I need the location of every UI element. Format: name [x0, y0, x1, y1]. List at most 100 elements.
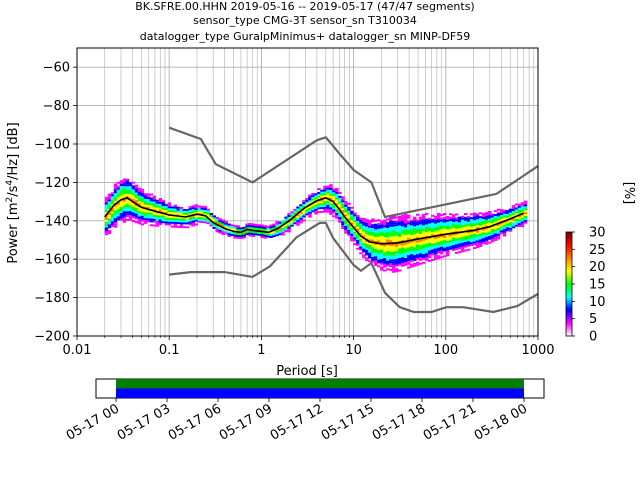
histogram-cell: [436, 218, 441, 221]
histogram-cell: [386, 258, 390, 261]
histogram-cell: [398, 217, 402, 220]
histogram-cell: [224, 230, 228, 233]
histogram-cell: [371, 237, 375, 240]
histogram-cell: [427, 242, 432, 245]
histogram-cell: [158, 215, 163, 218]
histogram-cell: [421, 215, 426, 218]
histogram-cell: [119, 187, 124, 190]
histogram-cell: [445, 225, 450, 228]
histogram-cell: [323, 191, 327, 194]
histogram-cell: [350, 237, 354, 240]
histogram-cell: [149, 197, 154, 200]
histogram-cell: [398, 225, 402, 228]
histogram-cell: [469, 221, 474, 223]
histogram-cell: [404, 223, 408, 226]
histogram-cell: [430, 241, 435, 244]
histogram-cell: [371, 251, 375, 254]
histogram-cell: [353, 224, 357, 226]
histogram-cell: [158, 219, 163, 222]
histogram-cell: [119, 191, 124, 194]
histogram-cell: [113, 200, 118, 203]
histogram-cell: [122, 188, 127, 191]
histogram-cell: [179, 220, 184, 223]
histogram-cell: [401, 226, 405, 229]
histogram-cell: [227, 231, 231, 234]
histogram-cell: [368, 220, 372, 222]
histogram-cell: [445, 231, 450, 234]
histogram-cell: [511, 226, 516, 229]
histogram-cell: [377, 248, 381, 250]
histogram-cell: [502, 215, 507, 218]
histogram-cell: [404, 236, 408, 239]
histogram-cell: [386, 245, 390, 248]
histogram-cell: [242, 226, 246, 229]
histogram-cell: [430, 226, 435, 229]
histogram-cell: [122, 184, 127, 187]
histogram-cell: [335, 214, 339, 217]
histogram-cell: [152, 197, 157, 200]
histogram-cell: [197, 205, 202, 208]
histogram-cell: [478, 235, 483, 238]
histogram-cell: [478, 231, 483, 234]
histogram-cell: [104, 198, 109, 201]
histogram-cell: [254, 225, 258, 228]
histogram-cell: [335, 189, 339, 192]
histogram-cell: [463, 238, 468, 240]
histogram-cell: [410, 229, 414, 232]
histogram-cell: [332, 209, 336, 212]
histogram-cell: [332, 203, 336, 206]
histogram-cell: [439, 242, 444, 245]
histogram-cell: [398, 252, 402, 255]
histogram-cell: [137, 218, 142, 221]
histogram-cell: [475, 213, 480, 216]
histogram-cell: [392, 243, 396, 246]
histogram-cell: [460, 227, 465, 230]
histogram-cell: [167, 219, 172, 222]
histogram-cell: [380, 224, 384, 227]
histogram-cell: [407, 253, 411, 256]
histogram-cell: [407, 257, 411, 259]
histogram-cell: [404, 259, 408, 262]
histogram-cell: [463, 222, 468, 225]
histogram-cell: [451, 248, 456, 251]
histogram-cell: [368, 250, 372, 253]
histogram-cell: [418, 232, 423, 234]
histogram-cell: [499, 216, 504, 219]
histogram-cell: [137, 222, 142, 225]
histogram-cell: [347, 229, 351, 232]
histogram-cell: [290, 215, 294, 218]
histogram-cell: [505, 223, 510, 226]
histogram-cell: [472, 222, 477, 225]
histogram-cell: [188, 223, 193, 226]
histogram-cell: [317, 201, 321, 204]
histogram-cell: [308, 196, 312, 199]
histogram-cell: [389, 261, 393, 264]
histogram-cell: [143, 195, 148, 197]
histogram-cell: [104, 206, 109, 209]
histogram-cell: [412, 228, 417, 231]
histogram-cell: [248, 232, 252, 235]
histogram-cell: [122, 213, 127, 215]
histogram-cell: [188, 219, 193, 222]
histogram-cell: [514, 209, 519, 212]
histogram-cell: [326, 195, 330, 198]
histogram-cell: [475, 232, 480, 235]
histogram-cell: [451, 225, 456, 228]
histogram-cell: [442, 232, 447, 235]
histogram-cell: [170, 210, 175, 213]
histogram-cell: [436, 222, 441, 225]
histogram-cell: [167, 202, 172, 205]
histogram-cell: [161, 217, 166, 220]
histogram-cell: [119, 203, 124, 206]
histogram-cell: [490, 232, 495, 235]
histogram-cell: [520, 204, 525, 207]
histogram-cell: [392, 257, 396, 260]
histogram-cell: [430, 224, 435, 227]
histogram-cell: [146, 195, 151, 198]
histogram-cell: [412, 235, 417, 238]
histogram-cell: [182, 226, 187, 229]
histogram-cell: [496, 214, 501, 217]
histogram-cell: [365, 222, 369, 225]
histogram-cell: [353, 229, 357, 232]
histogram-cell: [368, 239, 372, 242]
